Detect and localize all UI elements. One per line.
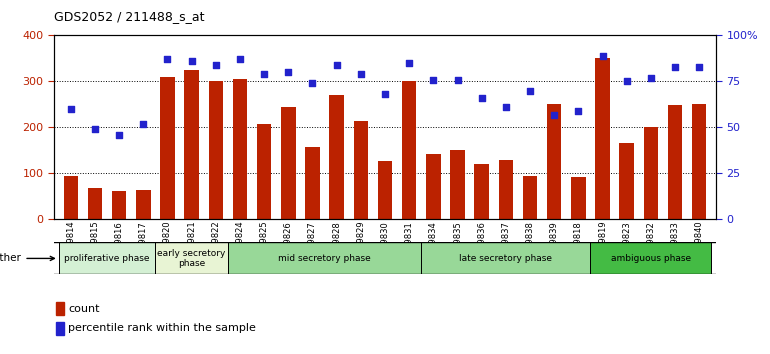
Bar: [209, 81, 223, 219]
Bar: [421, 242, 591, 274]
Point: [476, 95, 488, 101]
Bar: [136, 189, 151, 219]
Point: [427, 77, 440, 82]
Point: [379, 91, 391, 97]
Point: [186, 58, 198, 64]
Point: [330, 62, 343, 68]
Point: [500, 104, 512, 110]
Bar: [595, 58, 610, 219]
Point: [572, 108, 584, 114]
Bar: [402, 81, 417, 219]
Bar: [668, 105, 682, 219]
Point: [89, 126, 101, 132]
Text: mid secretory phase: mid secretory phase: [278, 254, 371, 263]
Point: [451, 77, 464, 82]
Bar: [353, 120, 368, 219]
Point: [65, 106, 77, 112]
Bar: [499, 160, 513, 219]
Bar: [474, 164, 489, 219]
Bar: [426, 154, 440, 219]
Bar: [571, 177, 586, 219]
Point: [209, 62, 222, 68]
Text: proliferative phase: proliferative phase: [65, 254, 150, 263]
Bar: [330, 95, 344, 219]
Point: [669, 64, 681, 69]
Bar: [160, 77, 175, 219]
Bar: [56, 322, 65, 335]
Point: [306, 80, 319, 86]
Bar: [64, 176, 78, 219]
Text: GDS2052 / 211488_s_at: GDS2052 / 211488_s_at: [54, 10, 204, 23]
Bar: [523, 176, 537, 219]
Point: [524, 88, 536, 93]
Point: [258, 71, 270, 77]
Bar: [619, 143, 634, 219]
Bar: [257, 124, 271, 219]
Point: [548, 112, 561, 118]
Point: [355, 71, 367, 77]
Text: count: count: [69, 304, 99, 314]
Text: late secretory phase: late secretory phase: [460, 254, 552, 263]
Bar: [305, 147, 320, 219]
Text: percentile rank within the sample: percentile rank within the sample: [69, 323, 256, 333]
Bar: [56, 302, 65, 315]
Bar: [156, 242, 228, 274]
Bar: [184, 70, 199, 219]
Bar: [591, 242, 711, 274]
Bar: [378, 161, 392, 219]
Point: [162, 57, 174, 62]
Bar: [228, 242, 421, 274]
Bar: [59, 242, 156, 274]
Text: ambiguous phase: ambiguous phase: [611, 254, 691, 263]
Bar: [233, 79, 247, 219]
Bar: [692, 104, 706, 219]
Bar: [644, 127, 658, 219]
Point: [403, 60, 415, 66]
Point: [644, 75, 657, 81]
Text: other: other: [0, 253, 55, 263]
Point: [137, 121, 149, 127]
Point: [621, 79, 633, 84]
Point: [282, 69, 294, 75]
Point: [596, 53, 608, 58]
Bar: [112, 191, 126, 219]
Text: early secretory
phase: early secretory phase: [158, 249, 226, 268]
Point: [113, 132, 126, 138]
Bar: [88, 188, 102, 219]
Point: [234, 57, 246, 62]
Bar: [547, 104, 561, 219]
Bar: [450, 150, 465, 219]
Bar: [281, 107, 296, 219]
Point: [693, 64, 705, 69]
